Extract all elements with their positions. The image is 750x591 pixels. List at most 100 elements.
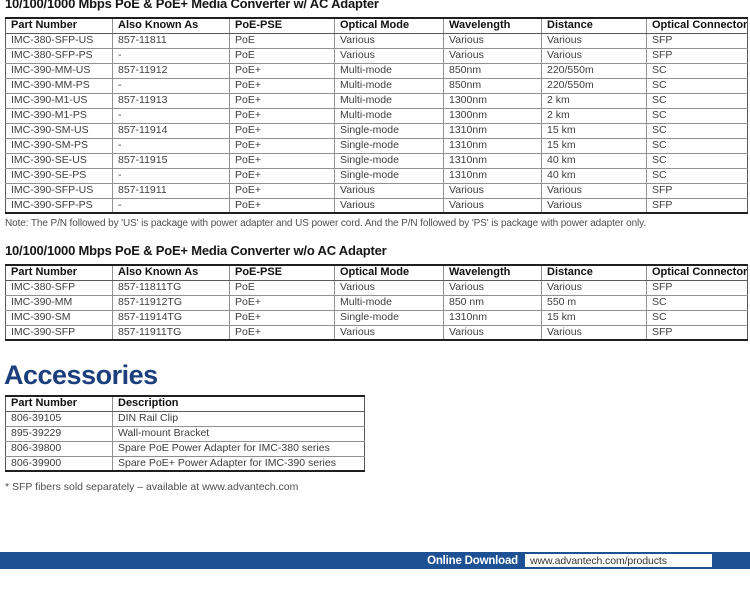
table-cell: Multi-mode [334,62,444,79]
table-cell: SC [646,294,748,311]
table-cell: 857-11911 [112,182,230,199]
table-row: 806-39900 Spare PoE+ Power Adapter for IM… [5,455,365,472]
table-cell: PoE+ [229,77,335,94]
table-cell: Various [541,182,647,199]
column-header: Also Known As [112,17,230,34]
table-cell: Multi-mode [334,77,444,94]
section-title-with-ac-adapter: 10/100/1000 Mbps PoE & PoE+ Media Conver… [5,0,379,11]
table-cell: SFP [646,182,748,199]
table-cell: 857-11911TG [112,324,230,341]
table-cell: IMC-380-SFP-PS [5,47,113,64]
table-cell: SFP [646,197,748,214]
column-header: Optical Connector [646,264,748,281]
column-header: Optical Mode [334,264,444,281]
table-cell: PoE+ [229,152,335,169]
packaging-note: Note: The P/N followed by 'US' is packag… [5,218,646,229]
table-cell: SC [646,122,748,139]
column-header: Wavelength [443,17,542,34]
table-row: IMC-390-M1-US 857-11913 PoE+ Multi-mode 1300… [5,92,748,109]
section-title-without-ac-adapter: 10/100/1000 Mbps PoE & PoE+ Media Conver… [5,243,387,258]
table-cell: SC [646,309,748,326]
table-cell: PoE+ [229,167,335,184]
table-cell: Single-mode [334,137,444,154]
table-cell: IMC-390-M1-US [5,92,113,109]
table-cell: Single-mode [334,122,444,139]
table-cell: Various [541,32,647,49]
table-cell: SC [646,107,748,124]
download-url-text: www.advantech.com/products [530,554,667,567]
table-cell: 40 km [541,152,647,169]
table-cell: Multi-mode [334,294,444,311]
table-cell: IMC-390-SM [5,309,113,326]
table-cell: - [112,137,230,154]
table-row: IMC-390-SM-PS - PoE+ Single-mode 1310nm 15 km… [5,137,748,154]
table-row: IMC-390-SFP-US 857-11911 PoE+ Various Variou… [5,182,748,199]
table-cell: Various [443,279,542,296]
table-cell: 1310nm [443,309,542,326]
table-header-row: Part Number Also Known As PoE-PSE Optical M… [5,17,748,34]
table-cell: 1300nm [443,92,542,109]
accessories-heading: Accessories [4,360,158,390]
table-cell: 895-39229 [5,425,113,442]
table-cell: IMC-390-MM-PS [5,77,113,94]
table-cell: SC [646,92,748,109]
table-cell: SC [646,77,748,94]
table-row: IMC-390-SE-US 857-11915 PoE+ Single-mode 131… [5,152,748,169]
table-cell: Various [334,47,444,64]
table-row: 895-39229 Wall-mount Bracket [5,425,365,442]
table-cell: IMC-390-SE-US [5,152,113,169]
table-cell: 40 km [541,167,647,184]
table-cell: 2 km [541,92,647,109]
table-cell: PoE+ [229,122,335,139]
table-cell: SC [646,152,748,169]
column-header: Part Number [5,17,113,34]
table-row: 806-39800 Spare PoE Power Adapter for IMC… [5,440,365,457]
table-cell: 850 nm [443,294,542,311]
table-cell: PoE+ [229,62,335,79]
table-header-row: Part Number Also Known As PoE-PSE Optical M… [5,264,748,281]
table-cell: 15 km [541,137,647,154]
table-cell: - [112,107,230,124]
table-cell: Various [334,182,444,199]
table-cell: Single-mode [334,152,444,169]
table-row: IMC-390-SM-US 857-11914 PoE+ Single-mode 131… [5,122,748,139]
table-cell: IMC-380-SFP-US [5,32,113,49]
column-header: Also Known As [112,264,230,281]
download-url-box[interactable]: www.advantech.com/products [525,554,712,567]
table-row: IMC-390-MM-PS - PoE+ Multi-mode 850nm 220/550… [5,77,748,94]
table-cell: IMC-390-SM-PS [5,137,113,154]
table-cell: Single-mode [334,309,444,326]
column-header: Distance [541,264,647,281]
table-cell: - [112,77,230,94]
table-cell: Various [334,32,444,49]
table-row: IMC-390-SFP-PS - PoE+ Various Various Various… [5,197,748,214]
table-cell: 1310nm [443,137,542,154]
table-cell: 850nm [443,77,542,94]
table-cell: IMC-390-MM-US [5,62,113,79]
table-cell: 857-11913 [112,92,230,109]
table-cell: Wall-mount Bracket [112,425,365,442]
table-row: IMC-380-SFP 857-11811TG PoE Various Various V… [5,279,748,296]
table-cell: SC [646,137,748,154]
table-cell: PoE+ [229,107,335,124]
table-cell: 15 km [541,122,647,139]
table-cell: 220/550m [541,77,647,94]
table-cell: Multi-mode [334,92,444,109]
table-cell: 850nm [443,62,542,79]
table-cell: 857-11914TG [112,309,230,326]
table-cell: IMC-390-M1-PS [5,107,113,124]
table-cell: Spare PoE Power Adapter for IMC-380 seri… [112,440,365,457]
column-header: Optical Connector [646,17,748,34]
table-row: IMC-390-SM 857-11914TG PoE+ Single-mode 1310… [5,309,748,326]
media-converter-table-without-ac: Part Number Also Known As PoE-PSE Optical M… [5,264,748,341]
table-cell: Various [541,279,647,296]
column-header: Wavelength [443,264,542,281]
table-cell: Various [541,197,647,214]
table-cell: IMC-390-SFP [5,324,113,341]
table-row: IMC-390-SFP 857-11911TG PoE+ Various Various… [5,324,748,341]
table-row: IMC-390-MM 857-11912TG PoE+ Multi-mode 850 n… [5,294,748,311]
table-cell: 857-11912 [112,62,230,79]
column-header: Part Number [5,264,113,281]
table-cell: 550 m [541,294,647,311]
